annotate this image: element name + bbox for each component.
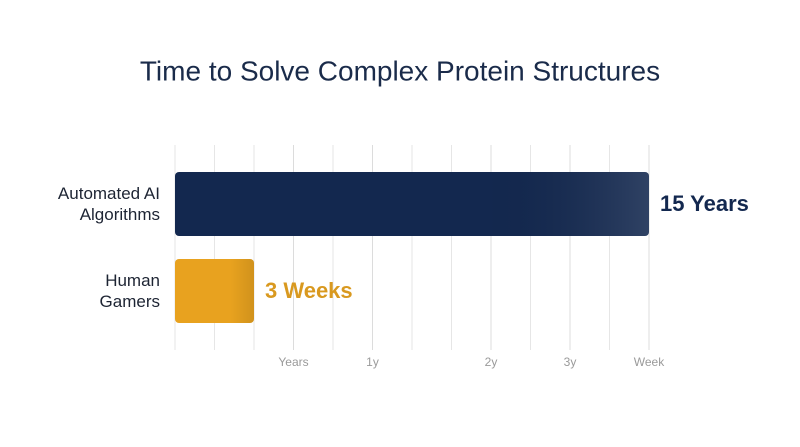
value-label: 15 Years [660, 191, 749, 216]
x-tick-label: Years [278, 355, 308, 369]
bar-shade [175, 259, 254, 323]
y-tick-label: Human Gamers [99, 271, 160, 311]
x-tick-label: 3y [564, 355, 577, 369]
chart-title: Time to Solve Complex Protein Structures [140, 55, 660, 86]
y-tick-label: Automated AI Algorithms [57, 184, 160, 224]
x-tick-label: 2y [485, 355, 498, 369]
x-tick-label: Week [634, 355, 665, 369]
bar-shade [175, 172, 649, 236]
value-label: 3 Weeks [265, 278, 353, 303]
x-tick-label: 1y [366, 355, 379, 369]
